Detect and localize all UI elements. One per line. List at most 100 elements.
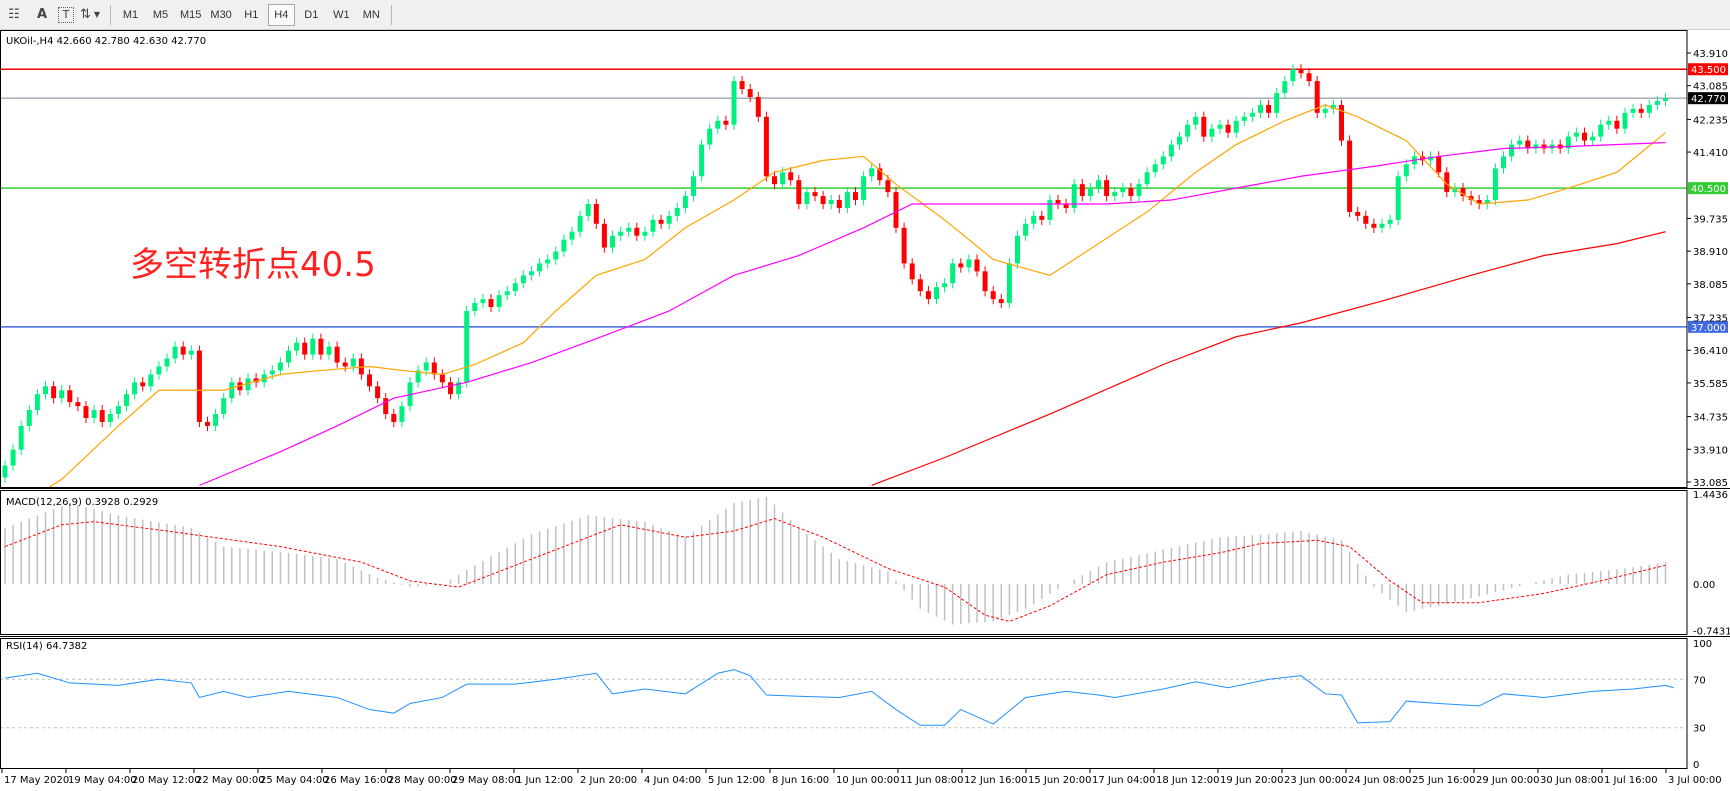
candle-body[interactable]	[91, 410, 97, 418]
candle-body[interactable]	[545, 259, 551, 264]
candle-body[interactable]	[844, 192, 850, 208]
candle-body[interactable]	[1403, 164, 1409, 177]
candle-body[interactable]	[950, 263, 956, 284]
candle-body[interactable]	[1047, 200, 1053, 220]
candle-body[interactable]	[1606, 120, 1612, 125]
candle-body[interactable]	[974, 259, 980, 272]
candle-body[interactable]	[140, 382, 146, 387]
candle-body[interactable]	[1209, 128, 1215, 137]
candle-body[interactable]	[642, 231, 648, 236]
candle-body[interactable]	[1112, 192, 1118, 197]
candle-body[interactable]	[561, 239, 567, 252]
candle-body[interactable]	[59, 390, 65, 399]
candle-body[interactable]	[75, 402, 81, 407]
candle-body[interactable]	[1290, 69, 1296, 82]
timeframe-h4-button[interactable]: H4	[267, 3, 295, 26]
candle-body[interactable]	[1168, 144, 1174, 157]
candle-body[interactable]	[1517, 140, 1523, 145]
candle-body[interactable]	[34, 394, 40, 411]
candle-body[interactable]	[1541, 144, 1547, 149]
candle-body[interactable]	[553, 251, 559, 260]
candle-body[interactable]	[124, 394, 129, 407]
candle-body[interactable]	[1436, 156, 1442, 173]
candle-body[interactable]	[1185, 124, 1191, 137]
candle-body[interactable]	[1492, 168, 1498, 201]
candle-body[interactable]	[488, 299, 494, 308]
candle-body[interactable]	[334, 346, 340, 363]
candle-body[interactable]	[691, 176, 696, 197]
price-panel[interactable]	[0, 64, 1687, 489]
candle-body[interactable]	[772, 176, 777, 185]
candle-body[interactable]	[1201, 116, 1207, 137]
candle-body[interactable]	[1071, 184, 1077, 208]
rsi-panel[interactable]	[0, 669, 1687, 729]
candle-body[interactable]	[399, 406, 405, 422]
candle-body[interactable]	[342, 362, 348, 367]
candle-body[interactable]	[618, 231, 624, 236]
candle-body[interactable]	[755, 96, 761, 117]
candle-body[interactable]	[1379, 223, 1385, 228]
candle-body[interactable]	[982, 271, 988, 292]
candle-body[interactable]	[148, 374, 154, 387]
candle-body[interactable]	[1614, 120, 1620, 129]
candle-body[interactable]	[1306, 73, 1312, 82]
candle-body[interactable]	[375, 386, 381, 399]
candle-body[interactable]	[942, 283, 948, 288]
candle-body[interactable]	[861, 176, 867, 201]
candle-body[interactable]	[1023, 223, 1029, 236]
candle-body[interactable]	[1573, 132, 1579, 137]
candle-body[interactable]	[1144, 172, 1150, 185]
candle-body[interactable]	[925, 291, 931, 300]
candle-body[interactable]	[156, 366, 162, 375]
candle-body[interactable]	[626, 227, 632, 232]
candle-body[interactable]	[456, 382, 462, 395]
candle-body[interactable]	[577, 215, 583, 232]
candle-body[interactable]	[1468, 196, 1474, 201]
candle-body[interactable]	[1347, 140, 1353, 212]
candle-body[interactable]	[1055, 200, 1061, 204]
candle-body[interactable]	[26, 410, 32, 426]
candle-body[interactable]	[1590, 136, 1596, 141]
candle-body[interactable]	[828, 200, 834, 204]
candle-body[interactable]	[1630, 108, 1636, 113]
candle-body[interactable]	[391, 414, 397, 422]
candle-body[interactable]	[10, 449, 16, 466]
candle-body[interactable]	[1509, 144, 1515, 157]
candle-body[interactable]	[1395, 176, 1401, 220]
candle-body[interactable]	[699, 144, 705, 177]
candle-body[interactable]	[1638, 108, 1644, 113]
candle-body[interactable]	[1622, 112, 1628, 129]
candle-body[interactable]	[1193, 116, 1199, 125]
candle-body[interactable]	[1484, 200, 1490, 204]
candle-body[interactable]	[731, 81, 737, 125]
candle-body[interactable]	[318, 338, 324, 355]
candle-body[interactable]	[836, 200, 842, 208]
candle-body[interactable]	[1104, 180, 1110, 197]
text-A-icon[interactable]: A	[36, 7, 48, 22]
candle-body[interactable]	[2, 465, 8, 478]
candle-body[interactable]	[1654, 100, 1660, 105]
macd-panel[interactable]	[4, 496, 1667, 625]
candle-body[interactable]	[901, 227, 907, 264]
candle-body[interactable]	[1266, 104, 1272, 113]
candle-body[interactable]	[302, 342, 308, 355]
candle-body[interactable]	[601, 223, 607, 248]
candle-body[interactable]	[650, 219, 656, 232]
candle-body[interactable]	[1079, 184, 1085, 197]
candle-body[interactable]	[1501, 156, 1506, 169]
candle-body[interactable]	[796, 180, 802, 204]
candle-body[interactable]	[958, 263, 964, 268]
candle-body[interactable]	[358, 358, 364, 375]
chevron-down-icon[interactable]: ▼	[93, 10, 101, 19]
candle-body[interactable]	[1314, 81, 1320, 113]
candle-body[interactable]	[1646, 104, 1652, 113]
candle-body[interactable]	[310, 338, 316, 355]
candle-body[interactable]	[383, 398, 389, 415]
candle-body[interactable]	[529, 271, 534, 276]
candle-body[interactable]	[245, 378, 251, 391]
candle-body[interactable]	[1160, 156, 1166, 165]
candle-body[interactable]	[1152, 164, 1158, 173]
candle-body[interactable]	[213, 414, 219, 426]
timeframe-mn-button[interactable]: MN	[362, 8, 380, 21]
